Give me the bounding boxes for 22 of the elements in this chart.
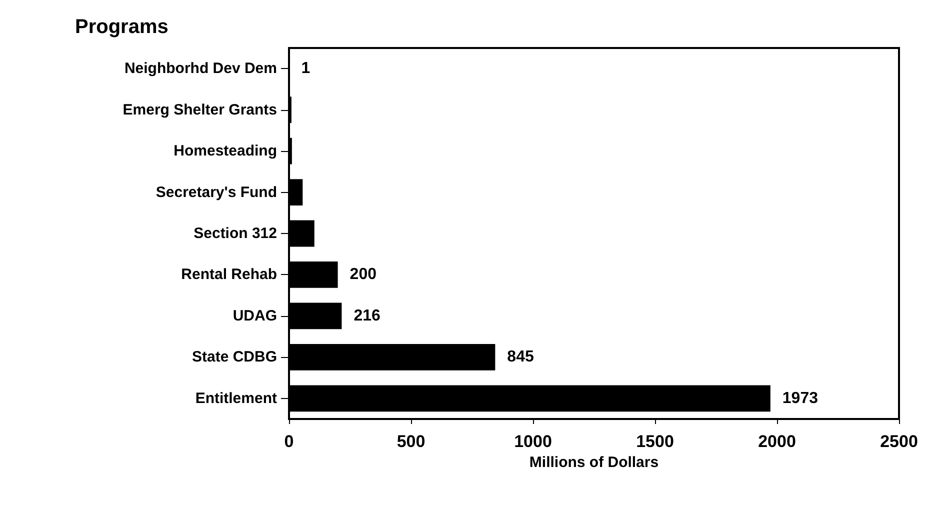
y-tick-label: Homesteading — [174, 142, 277, 160]
y-tick-label: Neighborhd Dev Dem — [124, 60, 277, 78]
y-tick-label: UDAG — [232, 307, 277, 324]
y-tick-label: Secretary's Fund — [156, 184, 277, 201]
x-tick-label: 2500 — [880, 432, 918, 451]
y-tick-label: Rental Rehab — [181, 266, 277, 284]
data-label: 216 — [354, 307, 380, 324]
x-tick-label: 2000 — [758, 432, 796, 451]
x-tick-label: 1000 — [514, 432, 552, 451]
x-tick-label: 0 — [284, 432, 294, 451]
y-tick-label: State CDBG — [192, 348, 277, 366]
data-label: 845 — [507, 348, 534, 366]
x-tick-label: 500 — [396, 432, 426, 451]
data-label: 200 — [350, 266, 377, 284]
y-tick-label: Entitlement — [195, 390, 277, 407]
x-tick-label: 1500 — [636, 432, 674, 451]
data-label: 1 — [301, 60, 310, 78]
text: Programs — [75, 16, 168, 38]
y-tick-label: Section 312 — [194, 225, 277, 242]
x-axis-title: Millions of Dollars — [529, 454, 659, 471]
y-tick-label: Emerg Shelter Grants — [122, 101, 277, 118]
data-label: 1973 — [782, 390, 818, 407]
